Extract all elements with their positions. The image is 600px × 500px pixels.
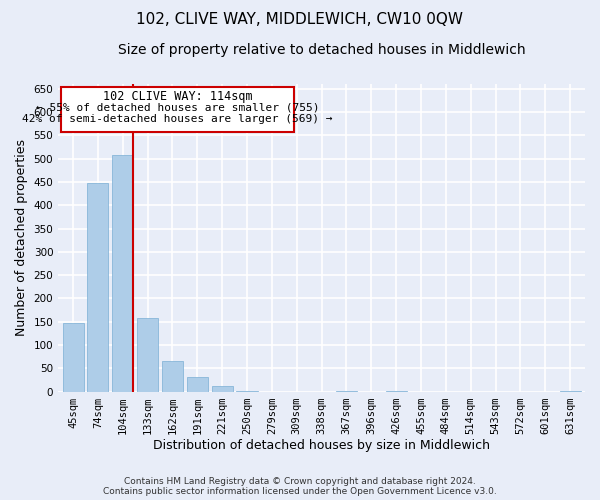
Bar	[187, 376, 208, 392]
Bar	[162, 362, 183, 392]
X-axis label: Distribution of detached houses by size in Middlewich: Distribution of detached houses by size …	[153, 440, 490, 452]
Text: 102, CLIVE WAY, MIDDLEWICH, CW10 0QW: 102, CLIVE WAY, MIDDLEWICH, CW10 0QW	[137, 12, 464, 28]
Bar	[88, 184, 109, 392]
Bar	[212, 386, 233, 392]
Bar	[386, 390, 407, 392]
Title: Size of property relative to detached houses in Middlewich: Size of property relative to detached ho…	[118, 42, 526, 56]
Y-axis label: Number of detached properties: Number of detached properties	[15, 140, 28, 336]
Bar	[112, 156, 133, 392]
Text: 42% of semi-detached houses are larger (569) →: 42% of semi-detached houses are larger (…	[22, 114, 332, 124]
Bar	[236, 390, 257, 392]
Bar	[560, 390, 581, 392]
Text: Contains public sector information licensed under the Open Government Licence v3: Contains public sector information licen…	[103, 487, 497, 496]
Text: Contains HM Land Registry data © Crown copyright and database right 2024.: Contains HM Land Registry data © Crown c…	[124, 477, 476, 486]
Text: 102 CLIVE WAY: 114sqm: 102 CLIVE WAY: 114sqm	[103, 90, 252, 103]
Text: ← 55% of detached houses are smaller (755): ← 55% of detached houses are smaller (75…	[35, 102, 319, 112]
Bar	[62, 322, 83, 392]
Bar	[336, 390, 357, 392]
Bar	[137, 318, 158, 392]
